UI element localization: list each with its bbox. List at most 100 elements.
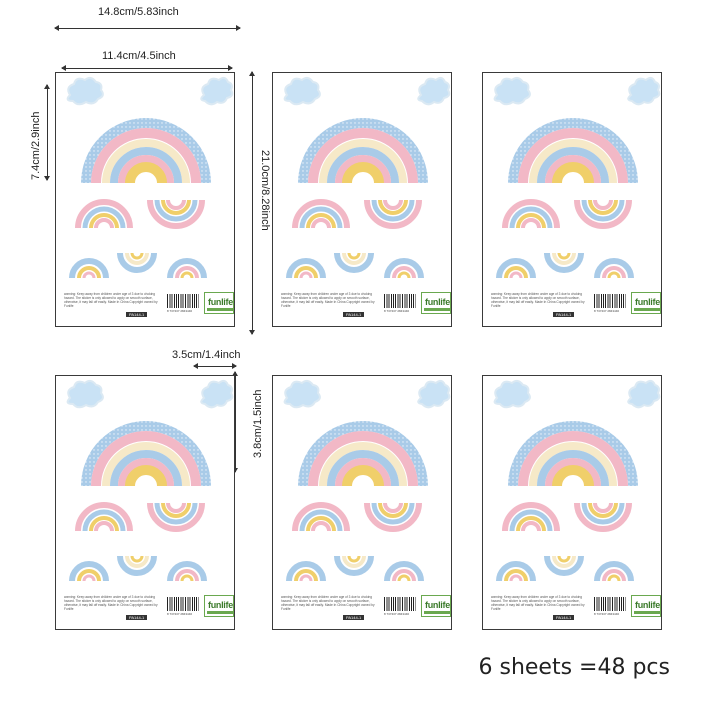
art-width-label: 11.4cm/4.5inch — [102, 50, 176, 62]
cloud-left — [283, 379, 321, 409]
brand-name: funlife — [208, 297, 233, 307]
small-rainbow-2 — [112, 252, 162, 278]
art-width-arrow — [61, 65, 233, 71]
small-rainbow-3 — [379, 556, 429, 582]
brand-name: funlife — [208, 600, 233, 610]
cloud-right — [417, 76, 451, 106]
small-width-label: 3.5cm/1.4inch — [172, 349, 241, 361]
sticker-sheet: warning: Keep away from children under a… — [482, 375, 662, 630]
small-rainbow-3 — [589, 253, 639, 279]
small-rainbow-3 — [589, 556, 639, 582]
warning-text: warning: Keep away from children under a… — [491, 292, 585, 308]
big-rainbow — [66, 103, 226, 184]
brand-underline — [424, 611, 450, 614]
small-rainbow-1 — [281, 253, 331, 279]
cloud-left — [66, 76, 104, 106]
small-rainbow-1 — [64, 253, 114, 279]
sheet-footer: warning: Keep away from children under a… — [281, 292, 451, 320]
cloud-right — [627, 76, 661, 106]
small-rainbow-2 — [329, 252, 379, 278]
barcode — [167, 597, 199, 611]
big-rainbow — [493, 406, 653, 487]
brand-logo: funlife — [421, 595, 451, 617]
product-code: PA144-1 — [126, 312, 148, 317]
sheet-footer: warning: Keep away from children under a… — [64, 292, 234, 320]
small-rainbow-3 — [379, 253, 429, 279]
small-rainbow-1 — [491, 253, 541, 279]
sticker-sheet: warning: Keep away from children under a… — [55, 72, 235, 327]
small-rainbow-1 — [281, 556, 331, 582]
brand-underline — [634, 611, 660, 614]
medium-rainbow-right — [568, 199, 638, 235]
medium-rainbow-left — [69, 496, 139, 532]
product-code: PA144-1 — [553, 615, 575, 620]
brand-underline — [424, 308, 450, 311]
sticker-sheet: warning: Keep away from children under a… — [272, 375, 452, 630]
medium-rainbow-left — [286, 496, 356, 532]
medium-rainbow-right — [141, 502, 211, 538]
warning-text: warning: Keep away from children under a… — [64, 292, 158, 308]
sticker-sheet: warning: Keep away from children under a… — [55, 375, 235, 630]
barcode-number: 8 737437 2843446 — [384, 309, 410, 313]
sheet-height-arrow — [249, 71, 255, 335]
art-height-label: 7.4cm/2.9inch — [30, 111, 42, 180]
sheet-height-label: 21.0cm/8.28inch — [259, 150, 271, 231]
medium-rainbow-left — [496, 496, 566, 532]
product-code: PA144-1 — [126, 615, 148, 620]
small-rainbow-3 — [162, 556, 212, 582]
medium-rainbow-right — [141, 199, 211, 235]
brand-name: funlife — [425, 600, 450, 610]
barcode-number: 8 737437 2843446 — [594, 309, 620, 313]
medium-rainbow-right — [358, 502, 428, 538]
small-rainbow-2 — [539, 555, 589, 581]
big-rainbow — [66, 406, 226, 487]
medium-rainbow-left — [286, 193, 356, 229]
small-width-arrow — [193, 363, 237, 369]
small-rainbow-1 — [64, 556, 114, 582]
barcode — [594, 294, 626, 308]
barcode — [384, 597, 416, 611]
big-rainbow — [283, 406, 443, 487]
sheet-footer: warning: Keep away from children under a… — [491, 595, 661, 623]
cloud-left — [493, 76, 531, 106]
small-rainbow-1 — [491, 556, 541, 582]
warning-text: warning: Keep away from children under a… — [281, 292, 375, 308]
product-code: PA144-1 — [343, 615, 365, 620]
sticker-sheet: warning: Keep away from children under a… — [482, 72, 662, 327]
brand-logo: funlife — [204, 595, 234, 617]
barcode — [594, 597, 626, 611]
barcode — [384, 294, 416, 308]
medium-rainbow-left — [69, 193, 139, 229]
brand-name: funlife — [635, 297, 660, 307]
sheet-width-arrow — [54, 25, 241, 31]
cloud-right — [200, 379, 234, 409]
barcode-number: 8 737437 2843446 — [167, 612, 193, 616]
cloud-right — [627, 379, 661, 409]
brand-underline — [207, 308, 233, 311]
barcode-number: 8 737437 2843446 — [167, 309, 193, 313]
brand-name: funlife — [635, 600, 660, 610]
small-rainbow-3 — [162, 253, 212, 279]
small-height-label: 3.8cm/1.5inch — [252, 389, 264, 458]
medium-rainbow-left — [496, 193, 566, 229]
small-rainbow-2 — [112, 555, 162, 581]
sheet-footer: warning: Keep away from children under a… — [491, 292, 661, 320]
warning-text: warning: Keep away from children under a… — [491, 595, 585, 611]
small-height-arrow — [232, 371, 238, 473]
cloud-left — [283, 76, 321, 106]
medium-rainbow-right — [568, 502, 638, 538]
barcode-number: 8 737437 2843446 — [594, 612, 620, 616]
cloud-right — [417, 379, 451, 409]
sheet-width-label: 14.8cm/5.83inch — [98, 6, 179, 18]
small-rainbow-2 — [539, 252, 589, 278]
brand-logo: funlife — [631, 595, 661, 617]
brand-underline — [634, 308, 660, 311]
cloud-left — [493, 379, 531, 409]
art-height-arrow — [44, 84, 50, 181]
big-rainbow — [493, 103, 653, 184]
product-code: PA144-1 — [343, 312, 365, 317]
brand-logo: funlife — [631, 292, 661, 314]
quantity-summary: 6 sheets =48 pcs — [478, 655, 671, 680]
sheet-footer: warning: Keep away from children under a… — [64, 595, 234, 623]
barcode-number: 8 737437 2843446 — [384, 612, 410, 616]
